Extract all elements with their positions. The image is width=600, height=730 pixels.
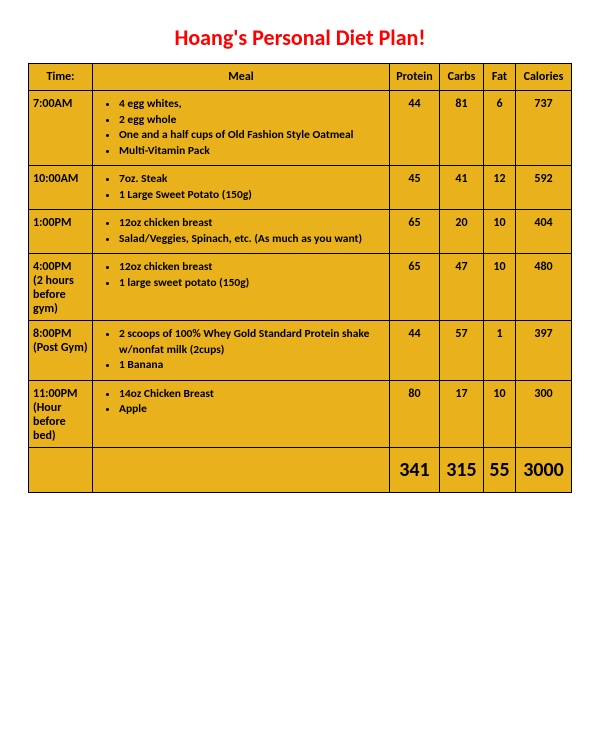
col-meal: Meal	[93, 64, 390, 91]
time-sub: (2 hours before gym)	[33, 274, 88, 316]
meal-cell: 12oz chicken breastSalad/Veggies, Spinac…	[93, 210, 390, 254]
time-cell: 4:00PM(2 hours before gym)	[29, 254, 93, 321]
protein-cell: 65	[390, 254, 440, 321]
meal-item: 2 egg whole	[119, 113, 385, 129]
table-row: 1:00PM 12oz chicken breastSalad/Veggies, …	[29, 210, 572, 254]
meal-item: 12oz chicken breast	[119, 216, 385, 232]
carbs-cell: 47	[440, 254, 484, 321]
table-row: 4:00PM(2 hours before gym)12oz chicken b…	[29, 254, 572, 321]
header-row: Time: Meal Protein Carbs Fat Calories	[29, 64, 572, 91]
totals-row: 341 315 55 3000	[29, 447, 572, 492]
meal-cell: 14oz Chicken BreastApple	[93, 380, 390, 447]
total-calories: 3000	[516, 447, 572, 492]
fat-cell: 6	[484, 91, 516, 166]
meal-item: Apple	[119, 402, 385, 418]
meal-cell: 12oz chicken breast1 large sweet potato …	[93, 254, 390, 321]
col-protein: Protein	[390, 64, 440, 91]
page-title: Hoang's Personal Diet Plan!	[28, 24, 572, 51]
time-primary: 4:00PM	[33, 260, 71, 274]
protein-cell: 45	[390, 166, 440, 210]
meal-list: 7oz. Steak1 Large Sweet Potato (150g)	[97, 172, 385, 203]
calories-cell: 397	[516, 321, 572, 381]
carbs-cell: 81	[440, 91, 484, 166]
meal-item: Multi-Vitamin Pack	[119, 144, 385, 160]
col-calories: Calories	[516, 64, 572, 91]
carbs-cell: 20	[440, 210, 484, 254]
time-primary: 11:00PM	[33, 387, 78, 401]
meal-item: 7oz. Steak	[119, 172, 385, 188]
time-primary: 10:00AM	[33, 172, 78, 186]
protein-cell: 65	[390, 210, 440, 254]
protein-cell: 44	[390, 321, 440, 381]
time-sub: (Post Gym)	[33, 341, 88, 355]
meal-item: One and a half cups of Old Fashion Style…	[119, 128, 385, 144]
fat-cell: 12	[484, 166, 516, 210]
col-fat: Fat	[484, 64, 516, 91]
calories-cell: 404	[516, 210, 572, 254]
diet-table: Time: Meal Protein Carbs Fat Calories 7:…	[28, 63, 572, 493]
meal-item: 4 egg whites,	[119, 97, 385, 113]
meal-item: Salad/Veggies, Spinach, etc. (As much as…	[119, 232, 385, 248]
meal-cell: 7oz. Steak1 Large Sweet Potato (150g)	[93, 166, 390, 210]
meal-cell: 2 scoops of 100% Whey Gold Standard Prot…	[93, 321, 390, 381]
fat-cell: 1	[484, 321, 516, 381]
meal-item: 1 Large Sweet Potato (150g)	[119, 188, 385, 204]
fat-cell: 10	[484, 380, 516, 447]
table-row: 7:00AM 4 egg whites,2 egg wholeOne and a …	[29, 91, 572, 166]
fat-cell: 10	[484, 254, 516, 321]
time-cell: 1:00PM	[29, 210, 93, 254]
calories-cell: 737	[516, 91, 572, 166]
time-cell: 10:00AM	[29, 166, 93, 210]
meal-list: 2 scoops of 100% Whey Gold Standard Prot…	[97, 327, 385, 374]
totals-blank	[29, 447, 93, 492]
total-fat: 55	[484, 447, 516, 492]
total-protein: 341	[390, 447, 440, 492]
carbs-cell: 41	[440, 166, 484, 210]
table-row: 10:00AM 7oz. Steak1 Large Sweet Potato (1…	[29, 166, 572, 210]
calories-cell: 300	[516, 380, 572, 447]
meal-list: 14oz Chicken BreastApple	[97, 387, 385, 418]
time-cell: 8:00PM(Post Gym)	[29, 321, 93, 381]
table-row: 11:00PM(Hour before bed)14oz Chicken Bre…	[29, 380, 572, 447]
totals-blank	[93, 447, 390, 492]
time-cell: 7:00AM	[29, 91, 93, 166]
calories-cell: 480	[516, 254, 572, 321]
time-primary: 7:00AM	[33, 97, 72, 111]
protein-cell: 44	[390, 91, 440, 166]
protein-cell: 80	[390, 380, 440, 447]
meal-list: 4 egg whites,2 egg wholeOne and a half c…	[97, 97, 385, 159]
time-cell: 11:00PM(Hour before bed)	[29, 380, 93, 447]
time-primary: 8:00PM	[33, 327, 71, 341]
meal-list: 12oz chicken breast1 large sweet potato …	[97, 260, 385, 291]
col-carbs: Carbs	[440, 64, 484, 91]
carbs-cell: 17	[440, 380, 484, 447]
meal-item: 14oz Chicken Breast	[119, 387, 385, 403]
meal-item: 1 Banana	[119, 358, 385, 374]
meal-list: 12oz chicken breastSalad/Veggies, Spinac…	[97, 216, 385, 247]
carbs-cell: 57	[440, 321, 484, 381]
calories-cell: 592	[516, 166, 572, 210]
total-carbs: 315	[440, 447, 484, 492]
fat-cell: 10	[484, 210, 516, 254]
meal-item: 1 large sweet potato (150g)	[119, 276, 385, 292]
col-time: Time:	[29, 64, 93, 91]
time-sub: (Hour before bed)	[33, 401, 88, 443]
meal-item: 2 scoops of 100% Whey Gold Standard Prot…	[119, 327, 385, 358]
meal-item: 12oz chicken breast	[119, 260, 385, 276]
time-primary: 1:00PM	[33, 216, 71, 230]
meal-cell: 4 egg whites,2 egg wholeOne and a half c…	[93, 91, 390, 166]
table-row: 8:00PM(Post Gym) 2 scoops of 100% Whey Go…	[29, 321, 572, 381]
